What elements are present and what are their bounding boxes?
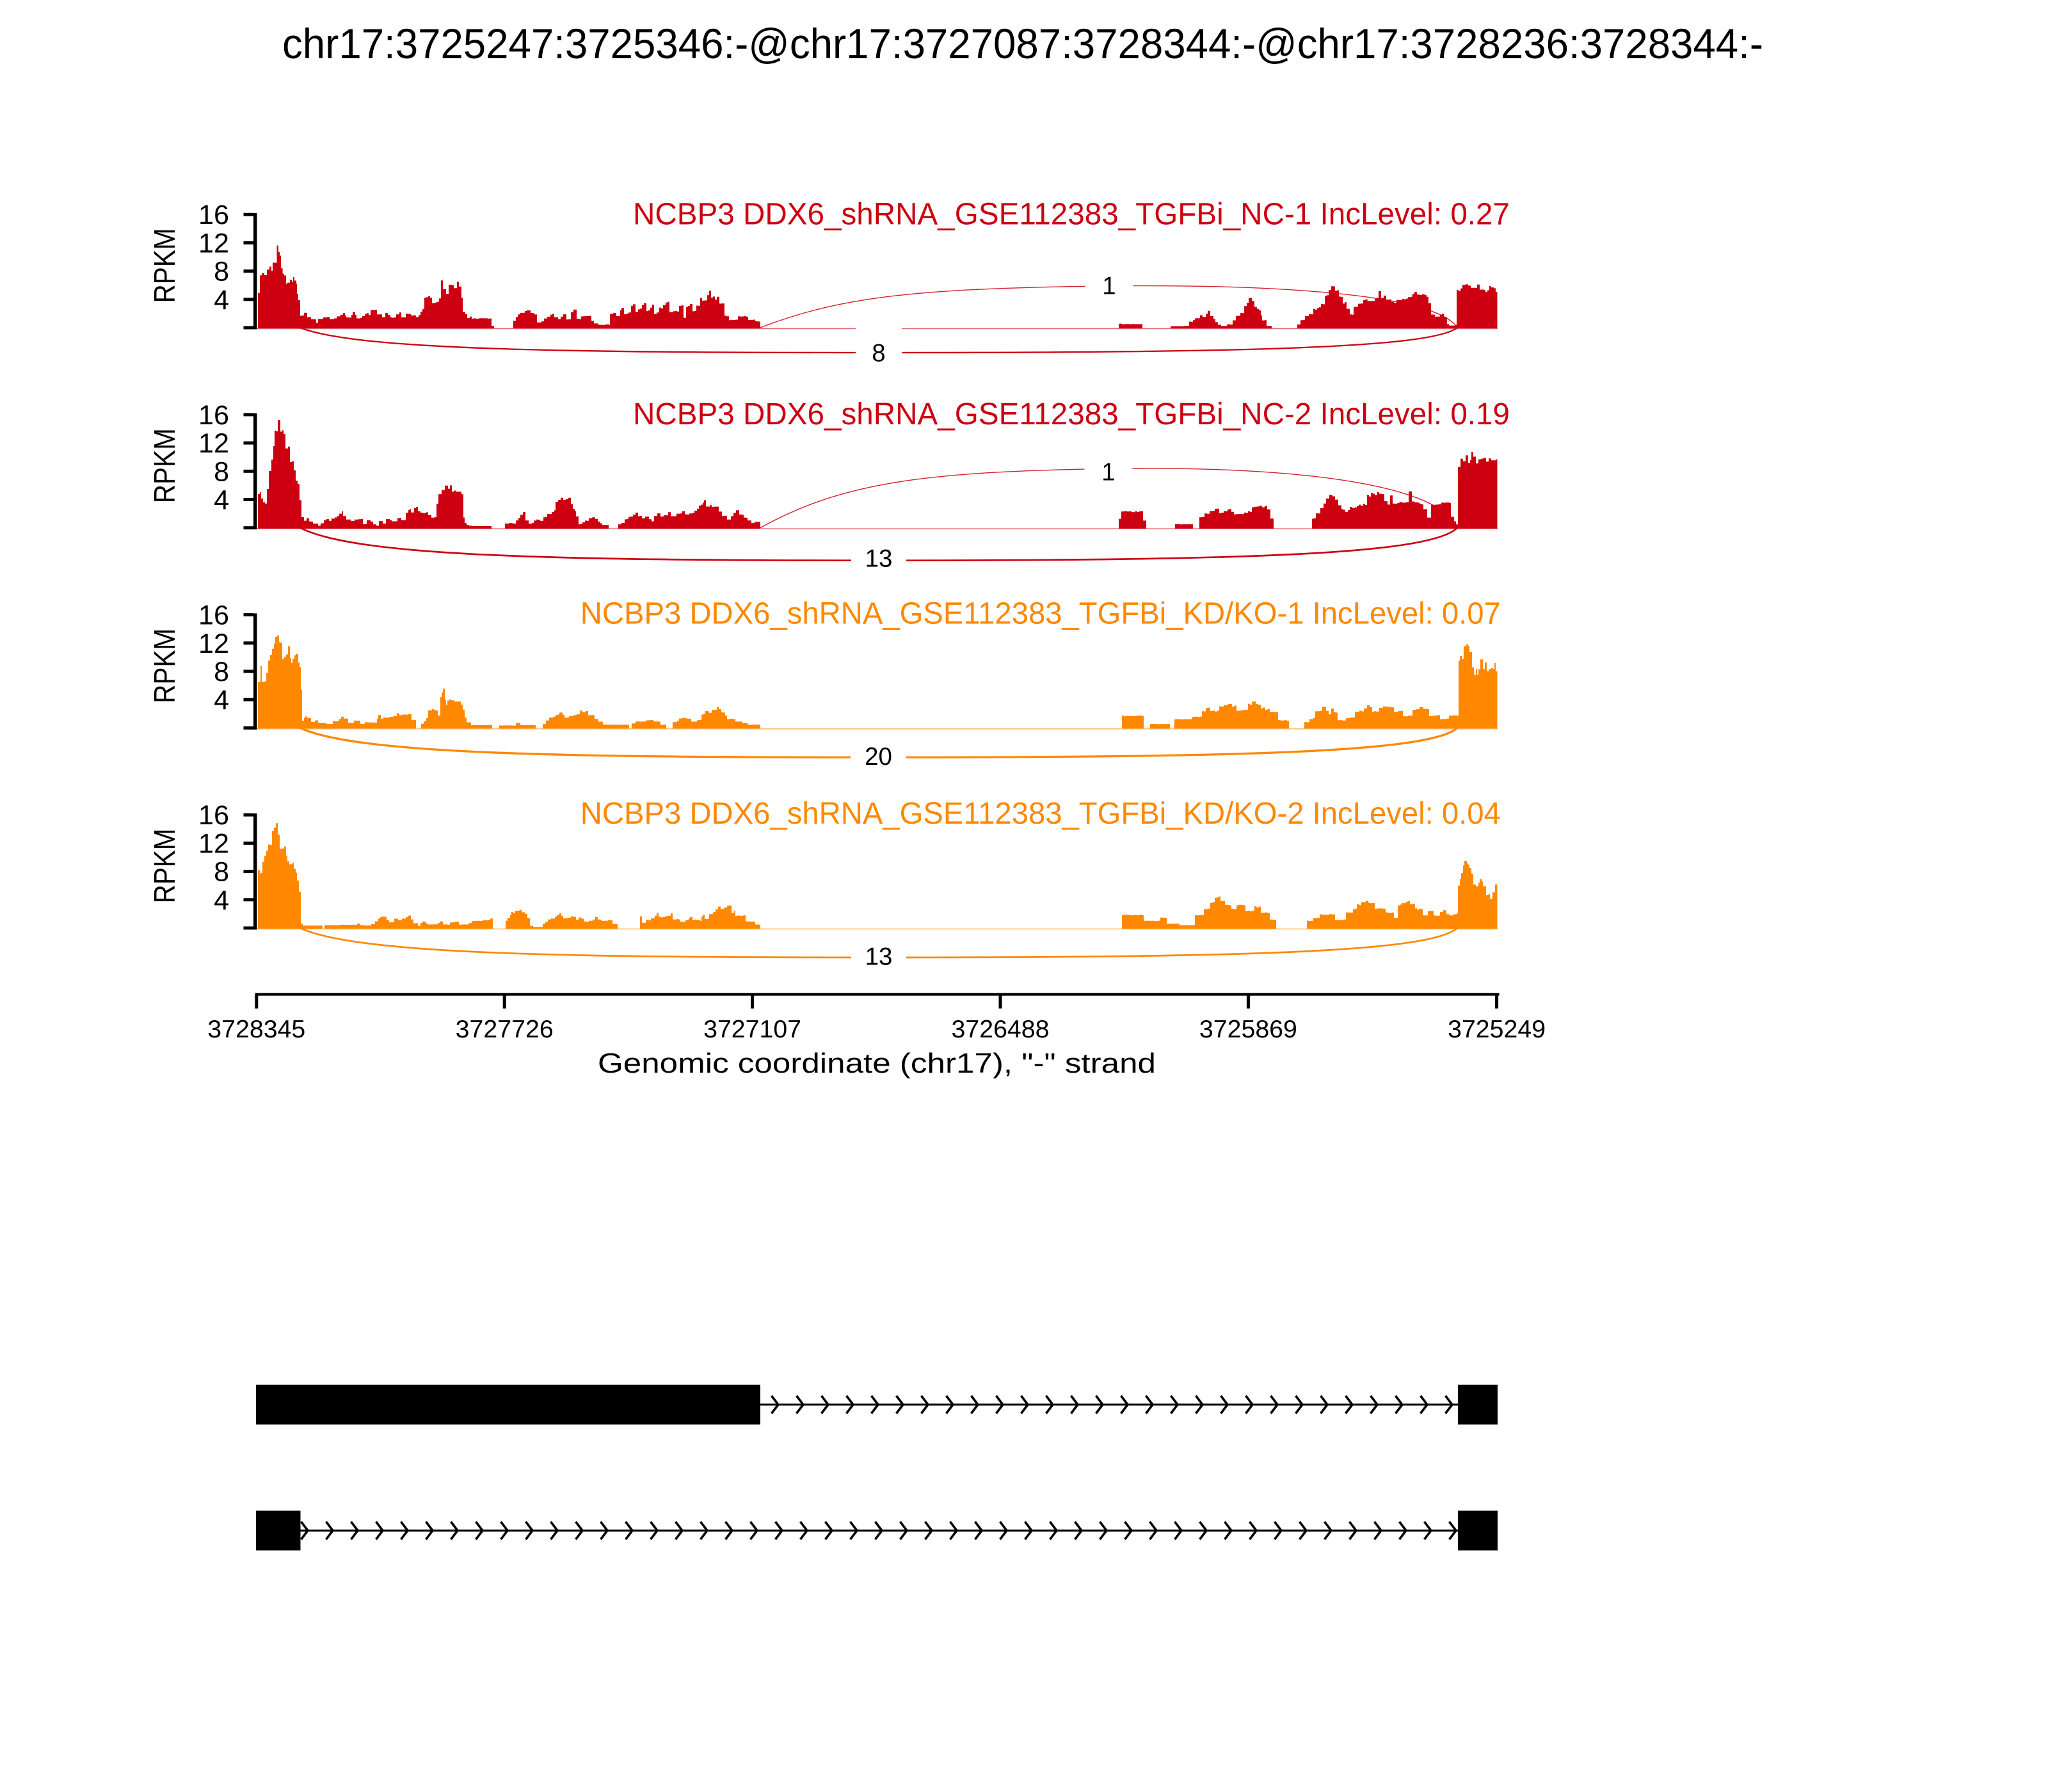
svg-text:12: 12: [198, 428, 229, 459]
svg-text:12: 12: [198, 628, 229, 659]
svg-text:16: 16: [198, 600, 229, 631]
svg-text:4: 4: [214, 285, 229, 316]
svg-text:16: 16: [198, 200, 229, 230]
svg-text:12: 12: [198, 828, 229, 859]
svg-text:3725249: 3725249: [1448, 1016, 1546, 1043]
svg-text:chr17:3725247:3725346:-@chr17:: chr17:3725247:3725346:-@chr17:3727087:37…: [282, 20, 1763, 67]
svg-text:3727107: 3727107: [703, 1016, 801, 1043]
svg-text:8: 8: [214, 456, 229, 487]
svg-text:3725869: 3725869: [1199, 1016, 1297, 1043]
svg-text:16: 16: [198, 800, 229, 831]
svg-text:RPKM: RPKM: [148, 228, 181, 303]
svg-text:1: 1: [1102, 273, 1116, 300]
svg-text:NCBP3 DDX6_shRNA_GSE112383_TGF: NCBP3 DDX6_shRNA_GSE112383_TGFBi_KD/KO-1…: [580, 596, 1501, 630]
svg-text:13: 13: [865, 943, 893, 971]
svg-text:13: 13: [865, 545, 893, 572]
svg-text:3728345: 3728345: [207, 1016, 305, 1043]
svg-text:20: 20: [865, 743, 892, 771]
svg-text:RPKM: RPKM: [148, 428, 181, 503]
svg-text:8: 8: [214, 657, 229, 687]
svg-text:RPKM: RPKM: [148, 829, 181, 904]
svg-text:12: 12: [198, 228, 229, 259]
svg-text:3726488: 3726488: [952, 1016, 1050, 1043]
svg-text:4: 4: [214, 485, 229, 516]
svg-text:8: 8: [214, 257, 229, 287]
svg-text:1: 1: [1101, 459, 1115, 486]
svg-text:16: 16: [198, 400, 229, 431]
svg-text:Genomic coordinate (chr17), "-: Genomic coordinate (chr17), "-" strand: [598, 1048, 1156, 1079]
svg-text:8: 8: [872, 340, 885, 367]
svg-text:8: 8: [214, 857, 229, 888]
svg-text:NCBP3 DDX6_shRNA_GSE112383_TGF: NCBP3 DDX6_shRNA_GSE112383_TGFBi_NC-2 In…: [633, 397, 1510, 431]
svg-text:RPKM: RPKM: [148, 628, 181, 703]
svg-text:4: 4: [214, 685, 229, 716]
svg-text:4: 4: [214, 885, 229, 916]
svg-text:NCBP3 DDX6_shRNA_GSE112383_TGF: NCBP3 DDX6_shRNA_GSE112383_TGFBi_KD/KO-2…: [580, 797, 1501, 831]
svg-text:NCBP3 DDX6_shRNA_GSE112383_TGF: NCBP3 DDX6_shRNA_GSE112383_TGFBi_NC-1 In…: [633, 198, 1510, 232]
svg-text:3727726: 3727726: [456, 1016, 554, 1043]
